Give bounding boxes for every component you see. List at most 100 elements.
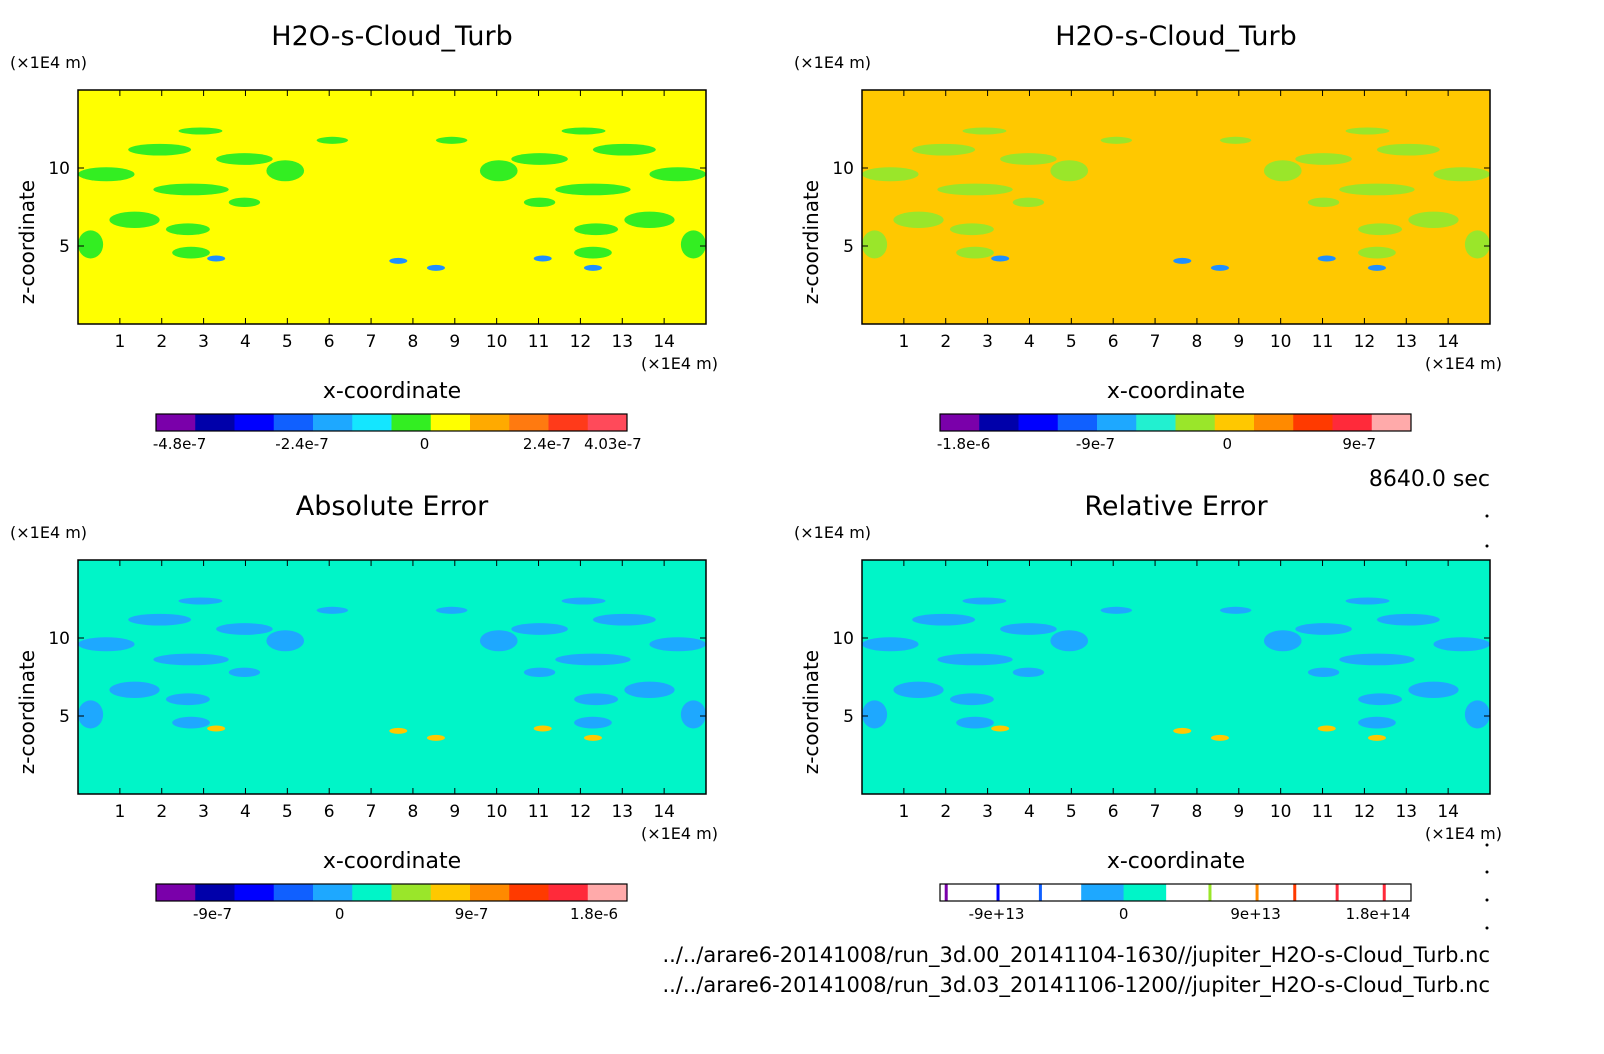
- contour-region: [1433, 637, 1490, 652]
- y-tick-label: 10: [832, 629, 854, 649]
- colorbar: -9e+13 0 9e+13 1.8e+14: [939, 883, 1412, 923]
- contour-region: [128, 613, 192, 626]
- contour-field: [862, 127, 1490, 271]
- plot-background: [78, 560, 706, 794]
- colorbar-swatch: [391, 414, 432, 431]
- contour-region: [1050, 630, 1089, 652]
- contour-region: [78, 637, 135, 652]
- contour-region: [624, 681, 675, 699]
- contour-region: [956, 246, 994, 259]
- x-tick-label: 7: [1150, 332, 1161, 352]
- colorbar-label: -1.8e-6: [937, 435, 990, 453]
- contour-region: [592, 143, 656, 156]
- contour-region: [78, 167, 135, 182]
- contour-region: [937, 653, 1013, 666]
- contour-spot: [583, 264, 602, 271]
- contour-region: [511, 623, 568, 635]
- contour-region: [1339, 653, 1415, 666]
- contour-spot: [426, 264, 445, 271]
- colorbar-swatch: [273, 884, 314, 901]
- contour-region: [1219, 606, 1252, 614]
- contour-region: [862, 230, 888, 259]
- contour-region: [523, 667, 556, 677]
- x-tick-label: 10: [1270, 332, 1292, 352]
- x-tick-label: 5: [1066, 802, 1077, 822]
- colorbar-label: -9e-7: [1076, 435, 1115, 453]
- y-tick-label: 10: [832, 159, 854, 179]
- contour-region: [165, 693, 210, 706]
- contour-spot: [1367, 264, 1386, 271]
- x-tick-label: 6: [324, 332, 335, 352]
- contour-region: [316, 606, 349, 614]
- colorbar-label: 0: [420, 435, 430, 453]
- x-tick-label: 13: [1395, 332, 1417, 352]
- contour-region: [1339, 183, 1415, 196]
- colorbar-label: 9e-7: [455, 905, 489, 923]
- panel-2: H2O-s-Cloud_Turb(×1E4 m)1 2 3 4 5 6 7 8 9 10 11 12 1…: [794, 21, 1502, 453]
- x-tick-label: 4: [1024, 802, 1035, 822]
- x-tick-label: 7: [366, 332, 377, 352]
- panel-4: Relative Error(×1E4 m)1 2 3 4 5 6 7 8 9 10 11 12 13 1…: [794, 491, 1502, 923]
- contour-region: [216, 623, 273, 635]
- colorbar-label: 9e+13: [1230, 905, 1280, 923]
- colorbar-swatch: [1332, 414, 1373, 431]
- colorbar-line: [1293, 884, 1297, 901]
- x-tick-label: 5: [282, 332, 293, 352]
- contour-region: [479, 160, 518, 182]
- x-tick-label: 7: [1150, 802, 1161, 822]
- colorbar-swatch: [587, 414, 628, 431]
- plot-frame: [861, 89, 1491, 325]
- contour-region: [862, 637, 919, 652]
- contour-region: [1263, 160, 1302, 182]
- margin-dot: [1485, 843, 1489, 847]
- contour-spot: [1317, 255, 1336, 262]
- colorbar-swatch: [1371, 414, 1412, 431]
- x-tick-label: 14: [1437, 802, 1459, 822]
- contour-region: [555, 653, 631, 666]
- contour-region: [624, 211, 675, 229]
- contour-spot: [1210, 264, 1229, 271]
- colorbar-line: [944, 884, 948, 901]
- colorbar-label: 0: [1223, 435, 1233, 453]
- colorbar-frame: [155, 883, 628, 902]
- colorbar-line: [1382, 884, 1386, 901]
- plot-frame: [861, 559, 1491, 795]
- colorbar-swatch: [156, 884, 196, 901]
- x-tick-label: 9: [1233, 332, 1244, 352]
- contour-region: [649, 637, 706, 652]
- y-axis-label: z-coordinate: [15, 180, 39, 304]
- contour-field: [78, 597, 706, 741]
- margin-dot: [1485, 514, 1489, 518]
- colorbar-swatch: [430, 414, 471, 431]
- contour-region: [1219, 136, 1252, 144]
- contour-region: [216, 153, 273, 165]
- colorbar-label: 0: [335, 905, 345, 923]
- contour-region: [1012, 197, 1045, 208]
- colorbar-swatch: [548, 414, 589, 431]
- x-tick-label: 4: [1024, 332, 1035, 352]
- contour-region: [511, 153, 568, 165]
- x-tick-label: 6: [1108, 332, 1119, 352]
- colorbar-swatch: [940, 414, 980, 431]
- contour-region: [949, 693, 994, 706]
- colorbar-label: 4.03e-7: [584, 435, 642, 453]
- contour-region: [78, 230, 104, 259]
- contour-region: [1345, 597, 1390, 605]
- colorbar-swatch: [1123, 884, 1167, 901]
- y-tick-label: 10: [48, 159, 70, 179]
- colorbar: -9e-7 0 9e-7 1.8e-6: [155, 883, 628, 923]
- x-tick-label: 12: [570, 802, 592, 822]
- contour-spot: [426, 734, 445, 741]
- contour-region: [862, 167, 919, 182]
- source-file-1: ../../arare6-20141008/run_3d.00_20141104…: [662, 943, 1490, 968]
- contour-region: [178, 127, 223, 135]
- x-tick-label: 11: [1312, 802, 1334, 822]
- x-tick-label: 8: [1192, 332, 1203, 352]
- colorbar-swatch: [1293, 414, 1333, 431]
- contour-region: [1358, 223, 1403, 236]
- contour-region: [1376, 613, 1440, 626]
- contour-region: [1000, 153, 1057, 165]
- contour-region: [555, 183, 631, 196]
- colorbar-frame: [939, 883, 1412, 902]
- y-unit-label: (×1E4 m): [10, 53, 87, 72]
